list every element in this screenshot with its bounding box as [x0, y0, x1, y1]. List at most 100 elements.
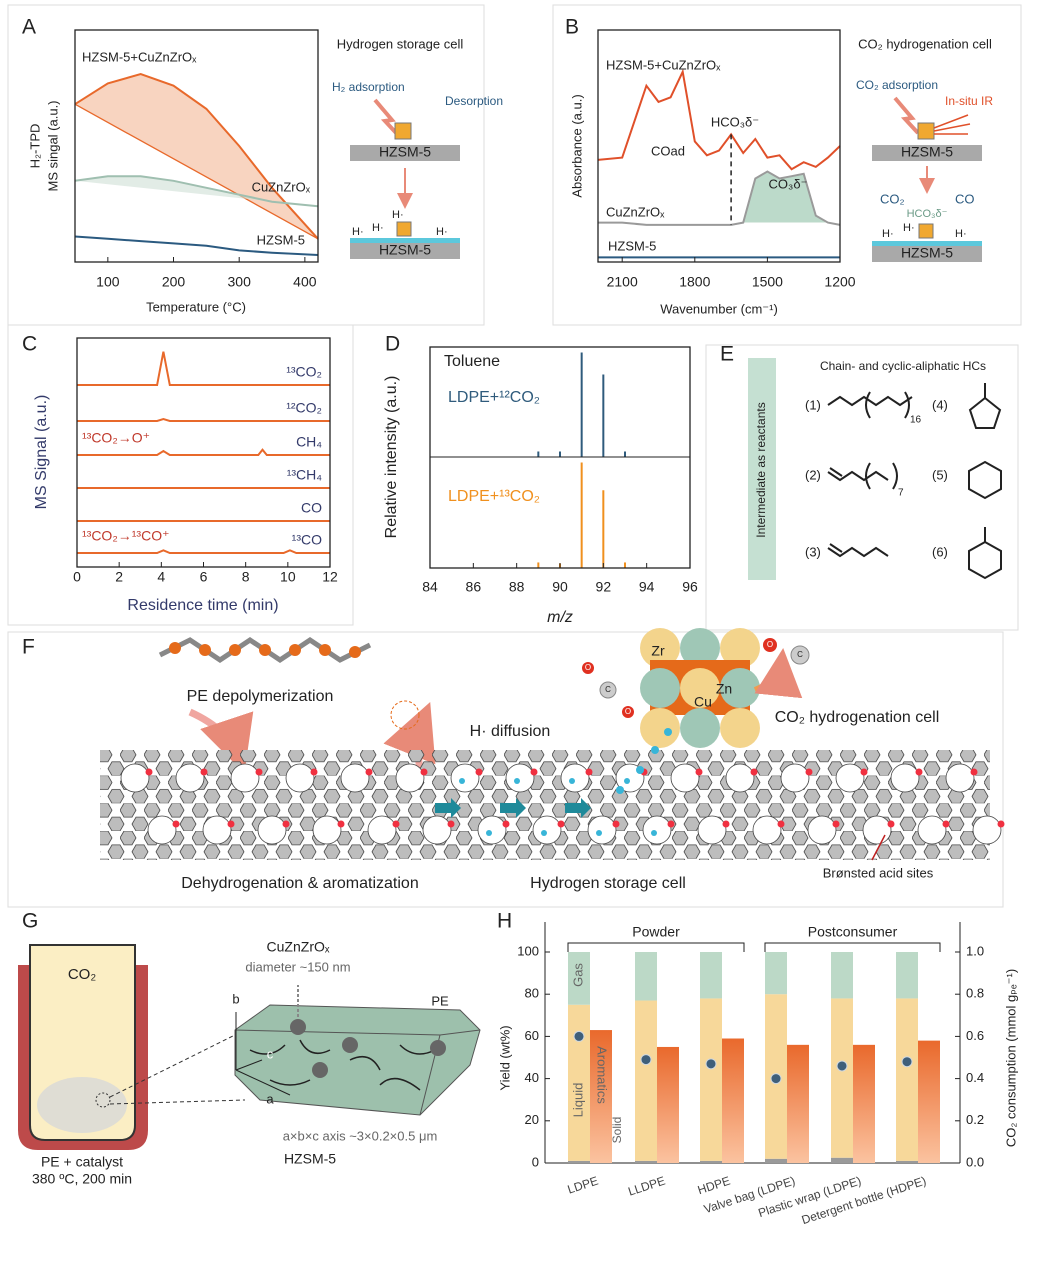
- stacked-bar: [765, 952, 787, 995]
- group-label: Powder: [632, 924, 680, 940]
- metal: [720, 628, 760, 668]
- x-axis-label: Wavenumber (cm⁻¹): [660, 301, 778, 316]
- group-bracket: [764, 942, 941, 952]
- bar: [590, 1030, 612, 1163]
- item: (3): [805, 544, 821, 559]
- series-label: CuZnZrOₓ: [606, 204, 665, 219]
- acid-site: [392, 820, 400, 828]
- group-label: Postconsumer: [808, 924, 898, 940]
- stacked-bar: [896, 952, 918, 999]
- panel-label: B: [565, 16, 579, 39]
- h-label: H·: [882, 228, 894, 240]
- pore: [147, 815, 177, 845]
- panel-label: H: [497, 910, 512, 933]
- acid-site: [420, 768, 428, 776]
- acid-site: [282, 820, 290, 828]
- series-label: ¹³CO₂: [286, 364, 322, 380]
- x-tick-label: 10: [280, 569, 296, 585]
- condition: PE + catalyst: [41, 1154, 123, 1170]
- atom: [599, 681, 617, 699]
- zoom: [95, 1092, 111, 1108]
- metal: [720, 708, 760, 748]
- pore: [972, 815, 1002, 845]
- particle: [290, 1019, 306, 1035]
- atom-label: C: [797, 650, 803, 659]
- x-axis-label: m/z: [547, 609, 573, 626]
- pore: [175, 763, 205, 793]
- particle: [312, 1062, 328, 1078]
- y2-axis-label: CO₂ consumption (mmol gₚₑ⁻¹): [1003, 969, 1018, 1147]
- h-label: H·: [955, 228, 967, 240]
- stacked-bar: [568, 1160, 590, 1163]
- catalyst-bed: [37, 1077, 127, 1133]
- item: (6): [932, 544, 948, 559]
- y-tick-label: 0: [532, 1154, 539, 1169]
- acid-site: [447, 820, 455, 828]
- label: Dehydrogenation & aromatization: [181, 875, 418, 892]
- pore: [945, 763, 975, 793]
- x-tick-label: 94: [639, 579, 655, 595]
- panel-label: A: [22, 16, 36, 39]
- x-tick-label: 2100: [607, 274, 638, 290]
- particle: [917, 122, 935, 140]
- item: (1): [805, 397, 821, 412]
- molecule: [968, 527, 1002, 580]
- y-tick-label: 20: [525, 1112, 539, 1127]
- atom: [229, 644, 241, 656]
- support: [872, 246, 982, 262]
- side-bar: [748, 358, 776, 580]
- x-tick-label: 90: [552, 579, 568, 595]
- y2-tick-label: 0.0: [966, 1154, 984, 1169]
- stacked-bar: [700, 998, 722, 1161]
- series-label: ¹²CO₂: [286, 400, 322, 416]
- atom: [199, 644, 211, 656]
- item: (4): [932, 397, 948, 412]
- zoom-lines: [109, 1029, 246, 1105]
- dot: [705, 1058, 717, 1070]
- annotation: COad: [651, 143, 685, 158]
- stacked-bar: [831, 952, 853, 999]
- y2-tick-label: 0.4: [966, 1070, 984, 1085]
- item: (5): [932, 467, 948, 482]
- series-line: [77, 351, 330, 386]
- panel-label: F: [22, 636, 35, 659]
- acid-site: [227, 820, 235, 828]
- acid-site: [695, 768, 703, 776]
- pore: [890, 763, 920, 793]
- panel-frame: [7, 324, 354, 626]
- label: HZSM-5: [284, 1151, 336, 1167]
- stacked-bar: [896, 998, 918, 1161]
- atom: [319, 644, 331, 656]
- annotation: CO₃δ⁻: [769, 176, 808, 191]
- pore: [835, 763, 865, 793]
- support: [350, 243, 460, 259]
- x-tick-label: 96: [682, 579, 698, 595]
- series-label: ¹³CH₄: [287, 467, 323, 483]
- y-axis-label: H₂-TPD: [27, 124, 42, 169]
- atom: [622, 706, 634, 718]
- x-tick-label: 84: [422, 579, 438, 595]
- pore: [532, 815, 562, 845]
- pore: [367, 815, 397, 845]
- label: CO₂ adsorption: [856, 78, 938, 92]
- pore: [587, 815, 617, 845]
- particle: [430, 1040, 446, 1056]
- panel-g: CO₂ PE + catalyst 380 ºC, 200 min CuZnZr…: [18, 939, 481, 1187]
- aromatic: [390, 700, 420, 730]
- stacked-bar: [568, 952, 590, 1005]
- bar: [657, 1046, 679, 1163]
- h-label: H·: [903, 222, 915, 234]
- h-label: H·: [372, 222, 384, 234]
- hydrogen: [541, 830, 547, 836]
- pores: [120, 728, 1005, 845]
- series-label: CH₄: [296, 434, 322, 450]
- acid-site: [970, 768, 978, 776]
- series-label: LDPE+¹³CO₂: [448, 488, 540, 505]
- annotation: HCO₃δ⁻: [711, 114, 759, 129]
- axis-label: a: [266, 1091, 274, 1106]
- arrow: [753, 648, 803, 699]
- pore: [560, 763, 590, 793]
- panel-frame: [7, 631, 1004, 908]
- series-label: HZSM-5+CuZnZrOₓ: [606, 57, 721, 72]
